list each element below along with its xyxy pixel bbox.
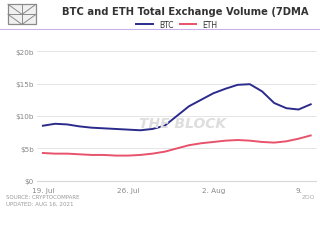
Text: BTC and ETH Total Exchange Volume (7DMA: BTC and ETH Total Exchange Volume (7DMA (62, 7, 308, 17)
Text: SOURCE: CRYPTOCOMPARE
UPDATED: AUG 16, 2021: SOURCE: CRYPTOCOMPARE UPDATED: AUG 16, 2… (6, 194, 79, 205)
Text: THE BLOCK: THE BLOCK (139, 116, 226, 130)
Text: ZOO: ZOO (302, 194, 315, 199)
Bar (8, 5, 36, 25)
Legend: BTC, ETH: BTC, ETH (133, 18, 221, 33)
